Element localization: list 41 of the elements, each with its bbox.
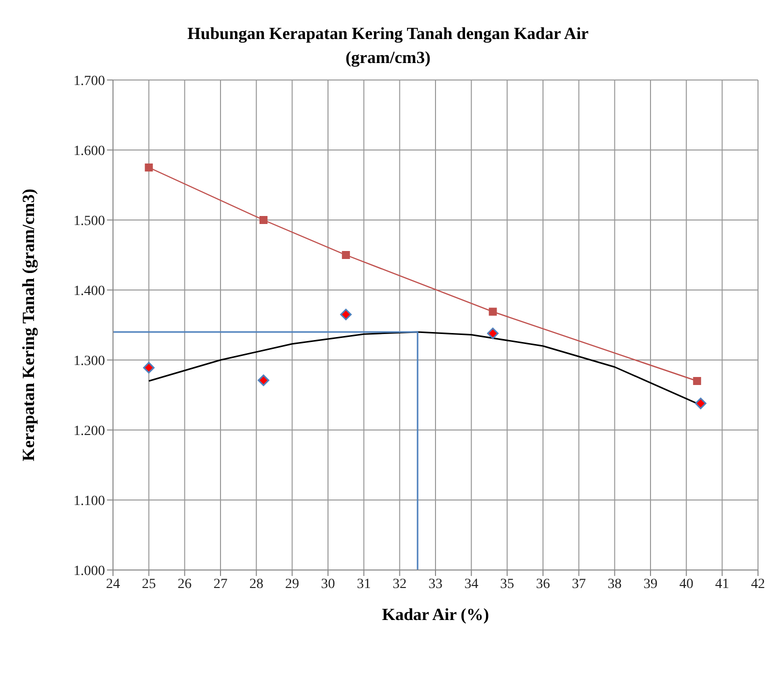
x-tick-label: 36 — [536, 576, 550, 592]
y-tick-label: 1.600 — [74, 144, 105, 159]
x-tick-label: 29 — [285, 576, 300, 592]
y-tick-label: 1.100 — [74, 494, 105, 509]
x-tick-label: 24 — [106, 576, 120, 592]
x-tick-label: 31 — [356, 576, 371, 592]
point — [260, 216, 268, 224]
x-tick-label: 30 — [321, 576, 335, 592]
x-tick-label: 39 — [644, 576, 658, 592]
x-tick-label: 26 — [178, 576, 192, 592]
point — [694, 398, 706, 410]
x-axis-title: Kadar Air (%) — [382, 605, 490, 624]
y-tick-label: 1.300 — [74, 354, 105, 369]
y-tick-label: 1.700 — [74, 74, 105, 89]
x-tick-label: 40 — [679, 576, 694, 592]
point — [258, 374, 270, 386]
x-tick-label: 32 — [392, 576, 407, 592]
point — [488, 308, 497, 316]
point — [340, 308, 352, 320]
point — [342, 251, 350, 259]
x-tick-label: 42 — [751, 576, 765, 592]
point — [693, 377, 702, 385]
x-tick-label: 25 — [142, 576, 156, 592]
point — [487, 328, 499, 340]
x-tick-label: 38 — [608, 576, 622, 592]
x-tick-label: 34 — [464, 576, 478, 592]
x-tick-label: 37 — [572, 576, 586, 592]
point — [144, 164, 153, 172]
x-tick-label: 28 — [249, 576, 264, 592]
x-tick-label: 33 — [428, 576, 442, 592]
x-tick-label: 35 — [500, 576, 514, 592]
x-tick-label: 41 — [715, 576, 730, 592]
point — [143, 362, 155, 374]
y-tick-label: 1.000 — [74, 564, 105, 579]
chart-subtitle: (gram/cm3) — [344, 47, 432, 69]
x-tick-label: 27 — [214, 576, 228, 592]
y-tick-label: 1.200 — [74, 424, 105, 439]
y-tick-label: 1.500 — [74, 214, 105, 229]
y-axis-title: Kerapatan Kering Tanah (gram/cm3) — [19, 188, 38, 462]
y-tick-label: 1.400 — [74, 284, 105, 299]
chart-title: Hubungan Kerapatan Kering Tanah dengan Kadar Air — [186, 23, 590, 45]
